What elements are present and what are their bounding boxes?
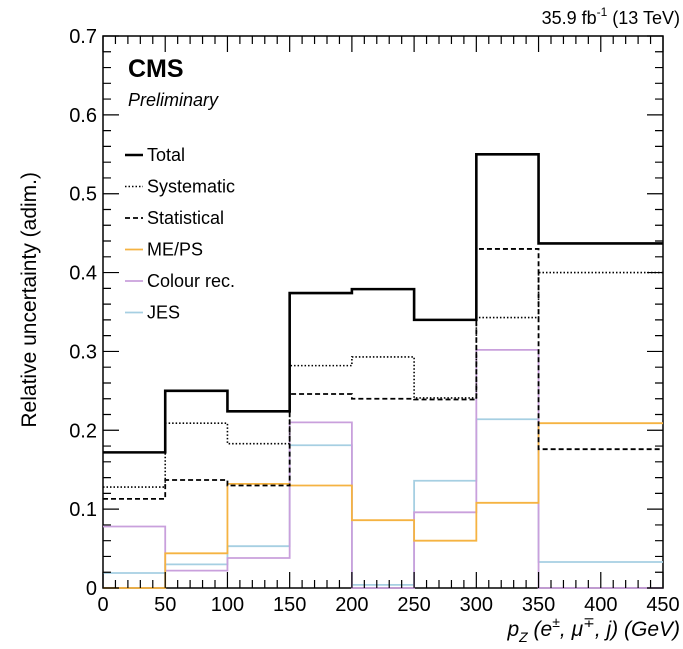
x-tick-label: 0 — [97, 594, 108, 616]
legend-label: Colour rec. — [147, 271, 235, 291]
x-tick-label: 350 — [522, 594, 555, 616]
legend-label: Systematic — [147, 177, 235, 197]
y-tick-label: 0.3 — [69, 341, 97, 363]
x-tick-label: 300 — [460, 594, 493, 616]
y-tick-label: 0 — [86, 578, 97, 600]
status-label: Preliminary — [128, 90, 219, 110]
x-tick-label: 200 — [335, 594, 368, 616]
y-tick-label: 0.4 — [69, 263, 97, 285]
series-layer — [103, 152, 663, 589]
legend-label: ME/PS — [147, 240, 203, 260]
series-line-statistical — [103, 248, 663, 500]
y-tick-label: 0.5 — [69, 184, 97, 206]
x-tick-label: 250 — [397, 594, 430, 616]
legend-label: Total — [147, 145, 185, 165]
x-tick-label: 150 — [273, 594, 306, 616]
x-tick-label: 400 — [584, 594, 617, 616]
ticks-layer — [102, 35, 664, 589]
y-tick-label: 0.2 — [69, 420, 97, 442]
tick-labels-layer: 0 50 100 150 200 250 300 350 400 450 0 0.1 0.2 0.3 0.4… — [69, 26, 680, 616]
experiment-label: CMS — [128, 55, 184, 83]
series-line-me-ps — [103, 422, 663, 589]
series-line-jes — [103, 418, 663, 586]
series-line-total — [103, 152, 663, 454]
plot-frame — [102, 35, 664, 589]
y-axis-title: Relative uncertainty (adim.) — [18, 172, 41, 428]
series-line-systematic — [103, 271, 663, 488]
y-tick-label: 0.1 — [69, 499, 97, 521]
x-tick-label: 450 — [646, 594, 679, 616]
legend-label: JES — [147, 303, 180, 323]
x-tick-label: 50 — [154, 594, 176, 616]
legend: Total Systematic Statistical ME/PS Colour re… — [125, 145, 235, 323]
y-tick-label: 0.7 — [69, 26, 97, 48]
legend-label: Statistical — [147, 208, 224, 228]
series-line-colour-rec — [103, 348, 663, 589]
luminosity-label: 35.9 fb-1 (13 TeV) — [542, 5, 680, 28]
x-axis-title: pZ (e±, μ∓, j) (GeV) — [506, 614, 680, 645]
y-tick-label: 0.6 — [69, 105, 97, 127]
x-tick-label: 100 — [211, 594, 244, 616]
axis-ticks — [102, 35, 664, 589]
